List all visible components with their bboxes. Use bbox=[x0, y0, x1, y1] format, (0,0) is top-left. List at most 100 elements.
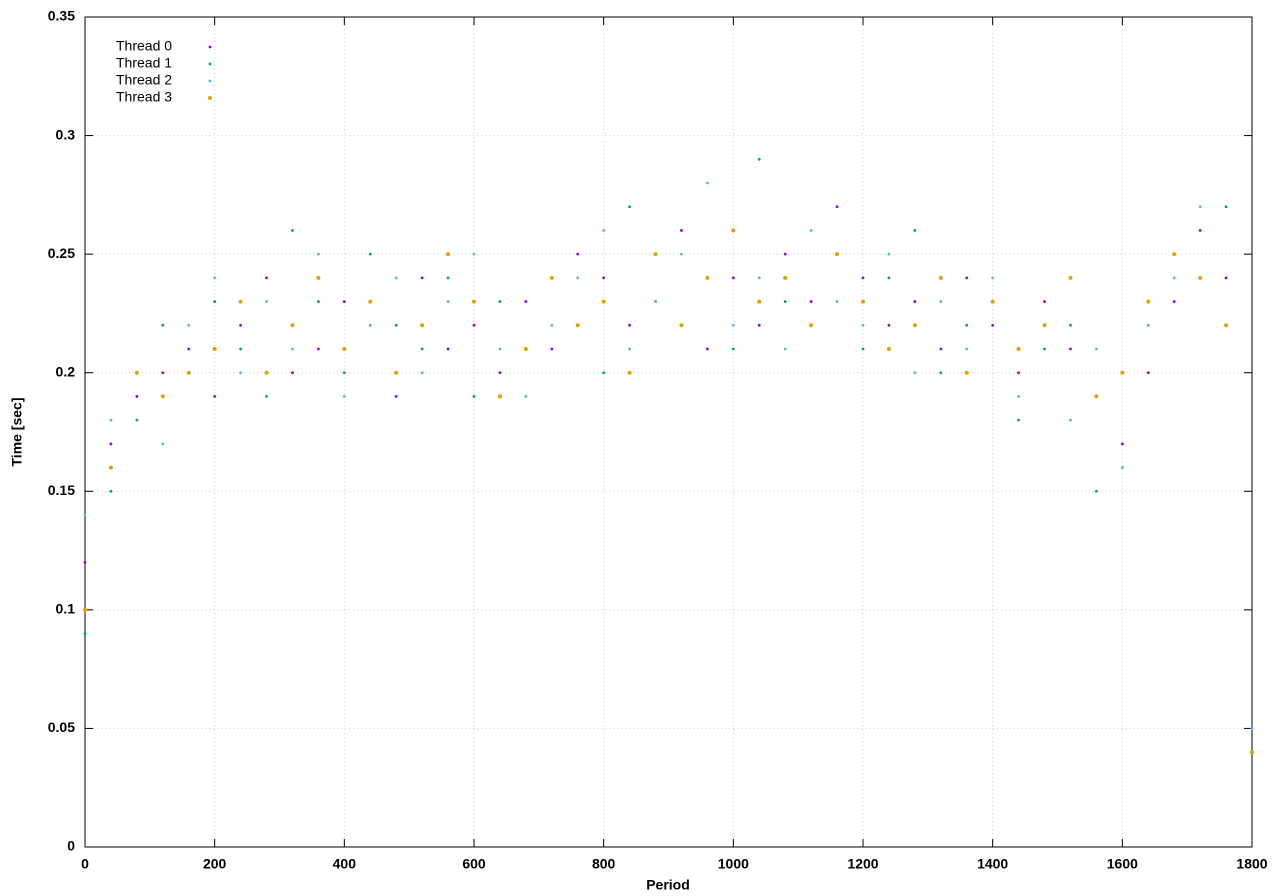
point bbox=[1146, 323, 1150, 327]
point bbox=[628, 205, 631, 209]
x-tick-label: 600 bbox=[462, 856, 486, 872]
point bbox=[1198, 275, 1203, 280]
point bbox=[1224, 205, 1228, 209]
point bbox=[394, 395, 398, 398]
point bbox=[1095, 347, 1098, 351]
point bbox=[654, 300, 657, 303]
point bbox=[1250, 727, 1254, 730]
point bbox=[239, 347, 243, 351]
point bbox=[809, 300, 813, 303]
point bbox=[1094, 394, 1099, 399]
point bbox=[809, 323, 814, 328]
point bbox=[601, 299, 606, 304]
point bbox=[342, 371, 346, 375]
point bbox=[627, 370, 632, 375]
point bbox=[160, 394, 165, 399]
point bbox=[187, 323, 191, 327]
point bbox=[187, 347, 191, 351]
point bbox=[887, 323, 891, 327]
point bbox=[1198, 205, 1202, 209]
point bbox=[887, 252, 891, 256]
point bbox=[446, 276, 450, 280]
y-tick-label: 0.15 bbox=[48, 482, 75, 498]
point bbox=[913, 371, 917, 375]
point bbox=[705, 275, 710, 280]
point bbox=[965, 323, 969, 327]
point bbox=[135, 418, 139, 422]
point bbox=[602, 229, 606, 232]
point bbox=[731, 228, 736, 233]
point bbox=[186, 370, 191, 375]
point bbox=[472, 323, 476, 327]
legend-swatch bbox=[208, 96, 212, 100]
point bbox=[602, 371, 606, 375]
point bbox=[109, 418, 113, 422]
legend-label: Thread 1 bbox=[116, 55, 172, 71]
point bbox=[420, 323, 425, 328]
point bbox=[394, 370, 399, 375]
point bbox=[1172, 300, 1176, 303]
point bbox=[135, 395, 139, 398]
point bbox=[161, 442, 165, 446]
point bbox=[1172, 252, 1177, 257]
x-tick-label: 200 bbox=[203, 856, 227, 872]
y-axis-title: Time [sec] bbox=[9, 398, 25, 467]
point bbox=[783, 252, 787, 256]
point bbox=[653, 252, 658, 257]
point bbox=[783, 275, 788, 280]
point bbox=[1016, 347, 1021, 351]
x-tick-label: 1200 bbox=[847, 856, 878, 872]
point bbox=[835, 300, 839, 303]
point bbox=[835, 252, 840, 257]
point bbox=[1017, 395, 1020, 398]
point bbox=[757, 157, 761, 161]
point bbox=[964, 370, 969, 375]
point bbox=[757, 323, 761, 327]
point bbox=[1069, 323, 1072, 327]
point bbox=[497, 394, 502, 399]
point bbox=[1069, 347, 1072, 351]
x-tick-label: 800 bbox=[592, 856, 616, 872]
point bbox=[368, 299, 373, 304]
point bbox=[1146, 299, 1151, 304]
point bbox=[83, 607, 87, 612]
point bbox=[108, 465, 113, 470]
point bbox=[109, 442, 113, 446]
point bbox=[991, 276, 995, 280]
point bbox=[523, 347, 528, 351]
plot-frame bbox=[84, 16, 1253, 848]
point bbox=[83, 513, 87, 517]
point bbox=[1172, 276, 1176, 280]
point bbox=[134, 370, 139, 375]
point bbox=[1017, 418, 1020, 422]
point bbox=[1120, 442, 1124, 446]
point bbox=[706, 181, 709, 185]
point bbox=[291, 371, 294, 375]
point bbox=[1250, 750, 1254, 755]
point bbox=[472, 252, 476, 256]
point bbox=[83, 632, 87, 635]
point bbox=[264, 370, 269, 375]
point bbox=[238, 299, 243, 304]
point bbox=[1042, 323, 1047, 328]
point bbox=[342, 395, 346, 398]
point bbox=[550, 347, 554, 351]
point bbox=[549, 275, 554, 280]
point bbox=[109, 489, 113, 493]
point bbox=[368, 323, 372, 327]
point bbox=[213, 300, 217, 303]
point bbox=[886, 347, 891, 351]
point bbox=[83, 561, 87, 564]
point bbox=[757, 276, 761, 280]
point bbox=[291, 347, 294, 351]
point bbox=[498, 371, 502, 375]
point bbox=[420, 371, 424, 375]
point bbox=[1120, 466, 1124, 469]
legend-swatch bbox=[208, 45, 212, 49]
x-tick-label: 1600 bbox=[1107, 856, 1138, 872]
x-axis-title: Period bbox=[646, 877, 690, 893]
y-tick-label: 0.3 bbox=[56, 126, 76, 142]
legend-swatch bbox=[208, 62, 212, 66]
point bbox=[498, 347, 502, 351]
